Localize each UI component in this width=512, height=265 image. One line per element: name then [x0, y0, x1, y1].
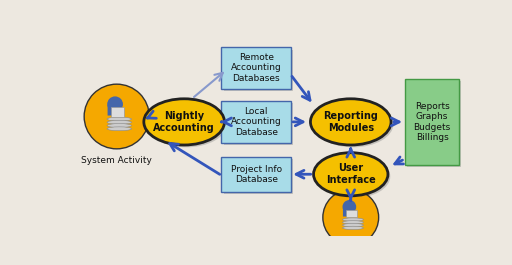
- Circle shape: [323, 190, 379, 245]
- Text: Reporting
Modules: Reporting Modules: [323, 111, 378, 133]
- Text: Reports
Graphs
Budgets
Billings: Reports Graphs Budgets Billings: [414, 102, 451, 142]
- Ellipse shape: [107, 120, 132, 124]
- FancyBboxPatch shape: [108, 105, 121, 116]
- Ellipse shape: [107, 117, 132, 121]
- Text: System Activity: System Activity: [81, 156, 152, 165]
- FancyBboxPatch shape: [346, 210, 357, 217]
- Ellipse shape: [310, 99, 391, 145]
- Circle shape: [84, 84, 150, 149]
- Text: Project Info
Database: Project Info Database: [230, 165, 282, 184]
- FancyBboxPatch shape: [224, 50, 293, 91]
- FancyBboxPatch shape: [221, 47, 291, 89]
- FancyBboxPatch shape: [221, 101, 291, 143]
- Ellipse shape: [146, 101, 227, 147]
- FancyBboxPatch shape: [408, 81, 462, 167]
- Text: Remote
Accounting
Databases: Remote Accounting Databases: [231, 53, 282, 83]
- Ellipse shape: [343, 226, 364, 229]
- Ellipse shape: [343, 218, 364, 221]
- Text: Nightly
Accounting: Nightly Accounting: [153, 111, 215, 133]
- FancyBboxPatch shape: [343, 208, 355, 217]
- FancyBboxPatch shape: [111, 107, 123, 117]
- Circle shape: [343, 201, 355, 213]
- Ellipse shape: [343, 223, 364, 227]
- Ellipse shape: [343, 221, 364, 224]
- FancyBboxPatch shape: [221, 157, 291, 192]
- Ellipse shape: [313, 153, 388, 196]
- Text: Local
Accounting
Database: Local Accounting Database: [231, 107, 282, 137]
- Circle shape: [108, 97, 122, 111]
- Text: User
Interface: User Interface: [326, 164, 376, 185]
- Ellipse shape: [313, 101, 393, 147]
- Ellipse shape: [107, 127, 132, 131]
- Ellipse shape: [107, 123, 132, 127]
- Ellipse shape: [144, 99, 224, 145]
- FancyBboxPatch shape: [405, 79, 459, 165]
- Ellipse shape: [316, 155, 390, 198]
- FancyBboxPatch shape: [224, 159, 293, 194]
- FancyBboxPatch shape: [224, 103, 293, 145]
